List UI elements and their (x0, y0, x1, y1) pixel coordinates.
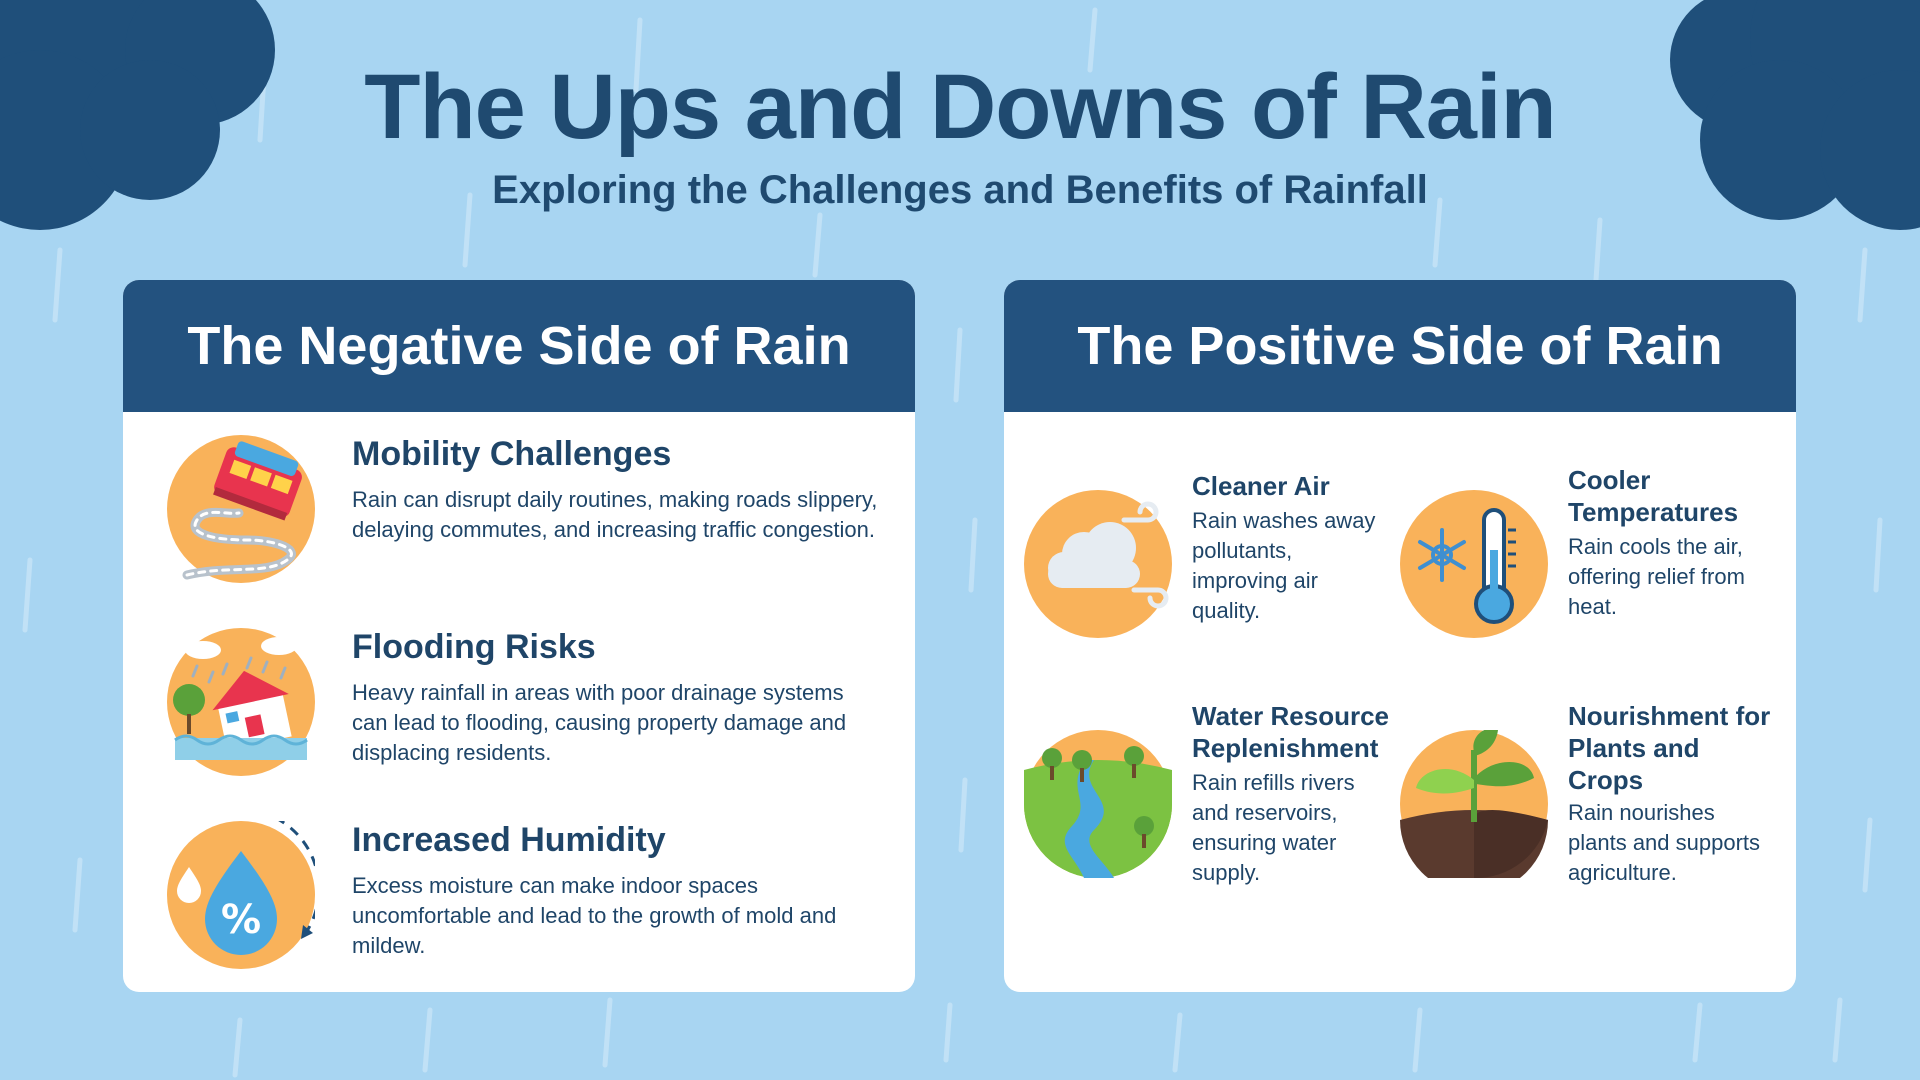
item-description: Excess moisture can make indoor spaces u… (352, 873, 837, 958)
list-item-water-resource: Water Resource Replenishment Rain refill… (1024, 700, 1394, 900)
positive-side-panel: The Positive Side of Rain Cleaner Air Ra… (1004, 280, 1796, 992)
thermometer-snowflake-icon (1400, 490, 1548, 638)
item-title: Cleaner Air (1192, 471, 1330, 501)
item-description: Rain refills rivers and reservoirs, ensu… (1192, 770, 1355, 885)
item-title: Increased Humidity (352, 821, 666, 859)
item-title: Water Resource Replenishment (1192, 701, 1389, 763)
river-landscape-icon (1024, 730, 1172, 878)
negative-side-panel: The Negative Side of Rain Mobility Chall… (123, 280, 915, 992)
negative-panel-heading: The Negative Side of Rain (123, 280, 915, 412)
item-description: Rain washes away pollutants, improving a… (1192, 508, 1376, 623)
sprout-icon (1400, 730, 1548, 878)
positive-panel-heading: The Positive Side of Rain (1004, 280, 1796, 412)
humidity-drop-icon: % (167, 821, 315, 969)
item-description: Rain nourishes plants and supports agric… (1568, 800, 1761, 885)
list-item-mobility: Mobility Challenges Rain can disrupt dai… (167, 435, 887, 595)
item-title: Nourishment for Plants and Crops (1568, 701, 1771, 795)
list-item-nourishment: Nourishment for Plants and Crops Rain no… (1400, 700, 1770, 900)
page-subtitle: Exploring the Challenges and Benefits of… (492, 168, 1428, 212)
item-description: Rain can disrupt daily routines, making … (352, 487, 878, 542)
item-title: Flooding Risks (352, 628, 596, 666)
page-title: The Ups and Downs of Rain (364, 56, 1556, 158)
item-title: Cooler Temperatures (1568, 465, 1739, 527)
list-item-flooding: Flooding Risks Heavy rainfall in areas w… (167, 628, 887, 788)
skidding-car-icon (167, 435, 315, 583)
list-item-cooler-temperatures: Cooler Temperatures Rain cools the air, … (1400, 465, 1770, 670)
item-description: Rain cools the air, offering relief from… (1568, 534, 1745, 619)
list-item-cleaner-air: Cleaner Air Rain washes away pollutants,… (1024, 470, 1394, 670)
svg-text:%: % (221, 897, 261, 943)
flooded-house-icon (167, 628, 315, 776)
list-item-humidity: % Increased Humidity Excess moisture can… (167, 821, 887, 981)
item-title: Mobility Challenges (352, 435, 672, 473)
item-description: Heavy rainfall in areas with poor draina… (352, 680, 847, 765)
cloud-wind-icon (1024, 490, 1172, 638)
